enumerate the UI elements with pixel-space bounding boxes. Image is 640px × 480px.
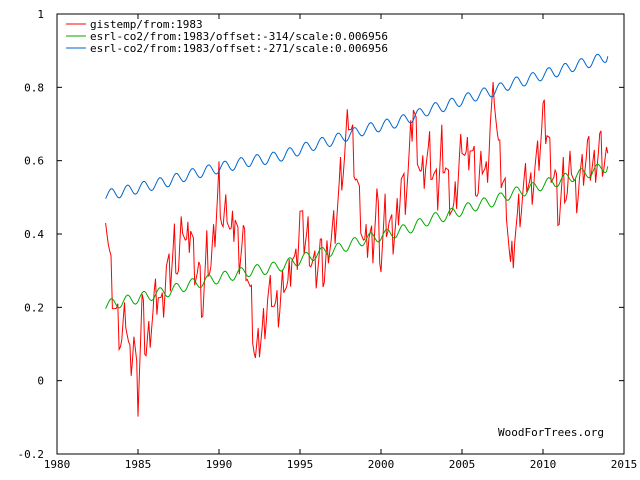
y-axis: -0.2 0 0.2 0.4 0.6 0.8 1 (18, 8, 624, 461)
legend-label: esrl-co2/from:1983/offset:-314/scale:0.0… (90, 30, 388, 43)
y-tick-label: -0.2 (18, 448, 45, 461)
series-line-2 (105, 53, 609, 199)
series-line-0 (105, 81, 609, 417)
legend-label: esrl-co2/from:1983/offset:-271/scale:0.0… (90, 42, 388, 55)
y-tick-label: 0.4 (24, 228, 44, 241)
x-tick-label: 1985 (125, 458, 152, 471)
x-tick-label: 1995 (287, 458, 314, 471)
x-tick-label: 2005 (449, 458, 476, 471)
x-tick-label: 1990 (206, 458, 233, 471)
plot-area (105, 53, 609, 417)
x-tick-label: 2010 (530, 458, 557, 471)
y-tick-label: 0.6 (24, 155, 44, 168)
series-line-1 (105, 163, 609, 309)
x-tick-label: 1980 (44, 458, 71, 471)
y-tick-label: 1 (37, 8, 44, 21)
watermark: WoodForTrees.org (498, 426, 604, 439)
y-tick-label: 0.2 (24, 301, 44, 314)
y-tick-label: 0.8 (24, 81, 44, 94)
legend-label: gistemp/from:1983 (90, 18, 203, 31)
legend: gistemp/from:1983esrl-co2/from:1983/offs… (66, 18, 388, 55)
x-axis: 1980 1985 1990 1995 2000 2005 2010 2015 (44, 14, 638, 471)
x-tick-label: 2015 (611, 458, 638, 471)
y-tick-label: 0 (37, 375, 44, 388)
x-tick-label: 2000 (368, 458, 395, 471)
